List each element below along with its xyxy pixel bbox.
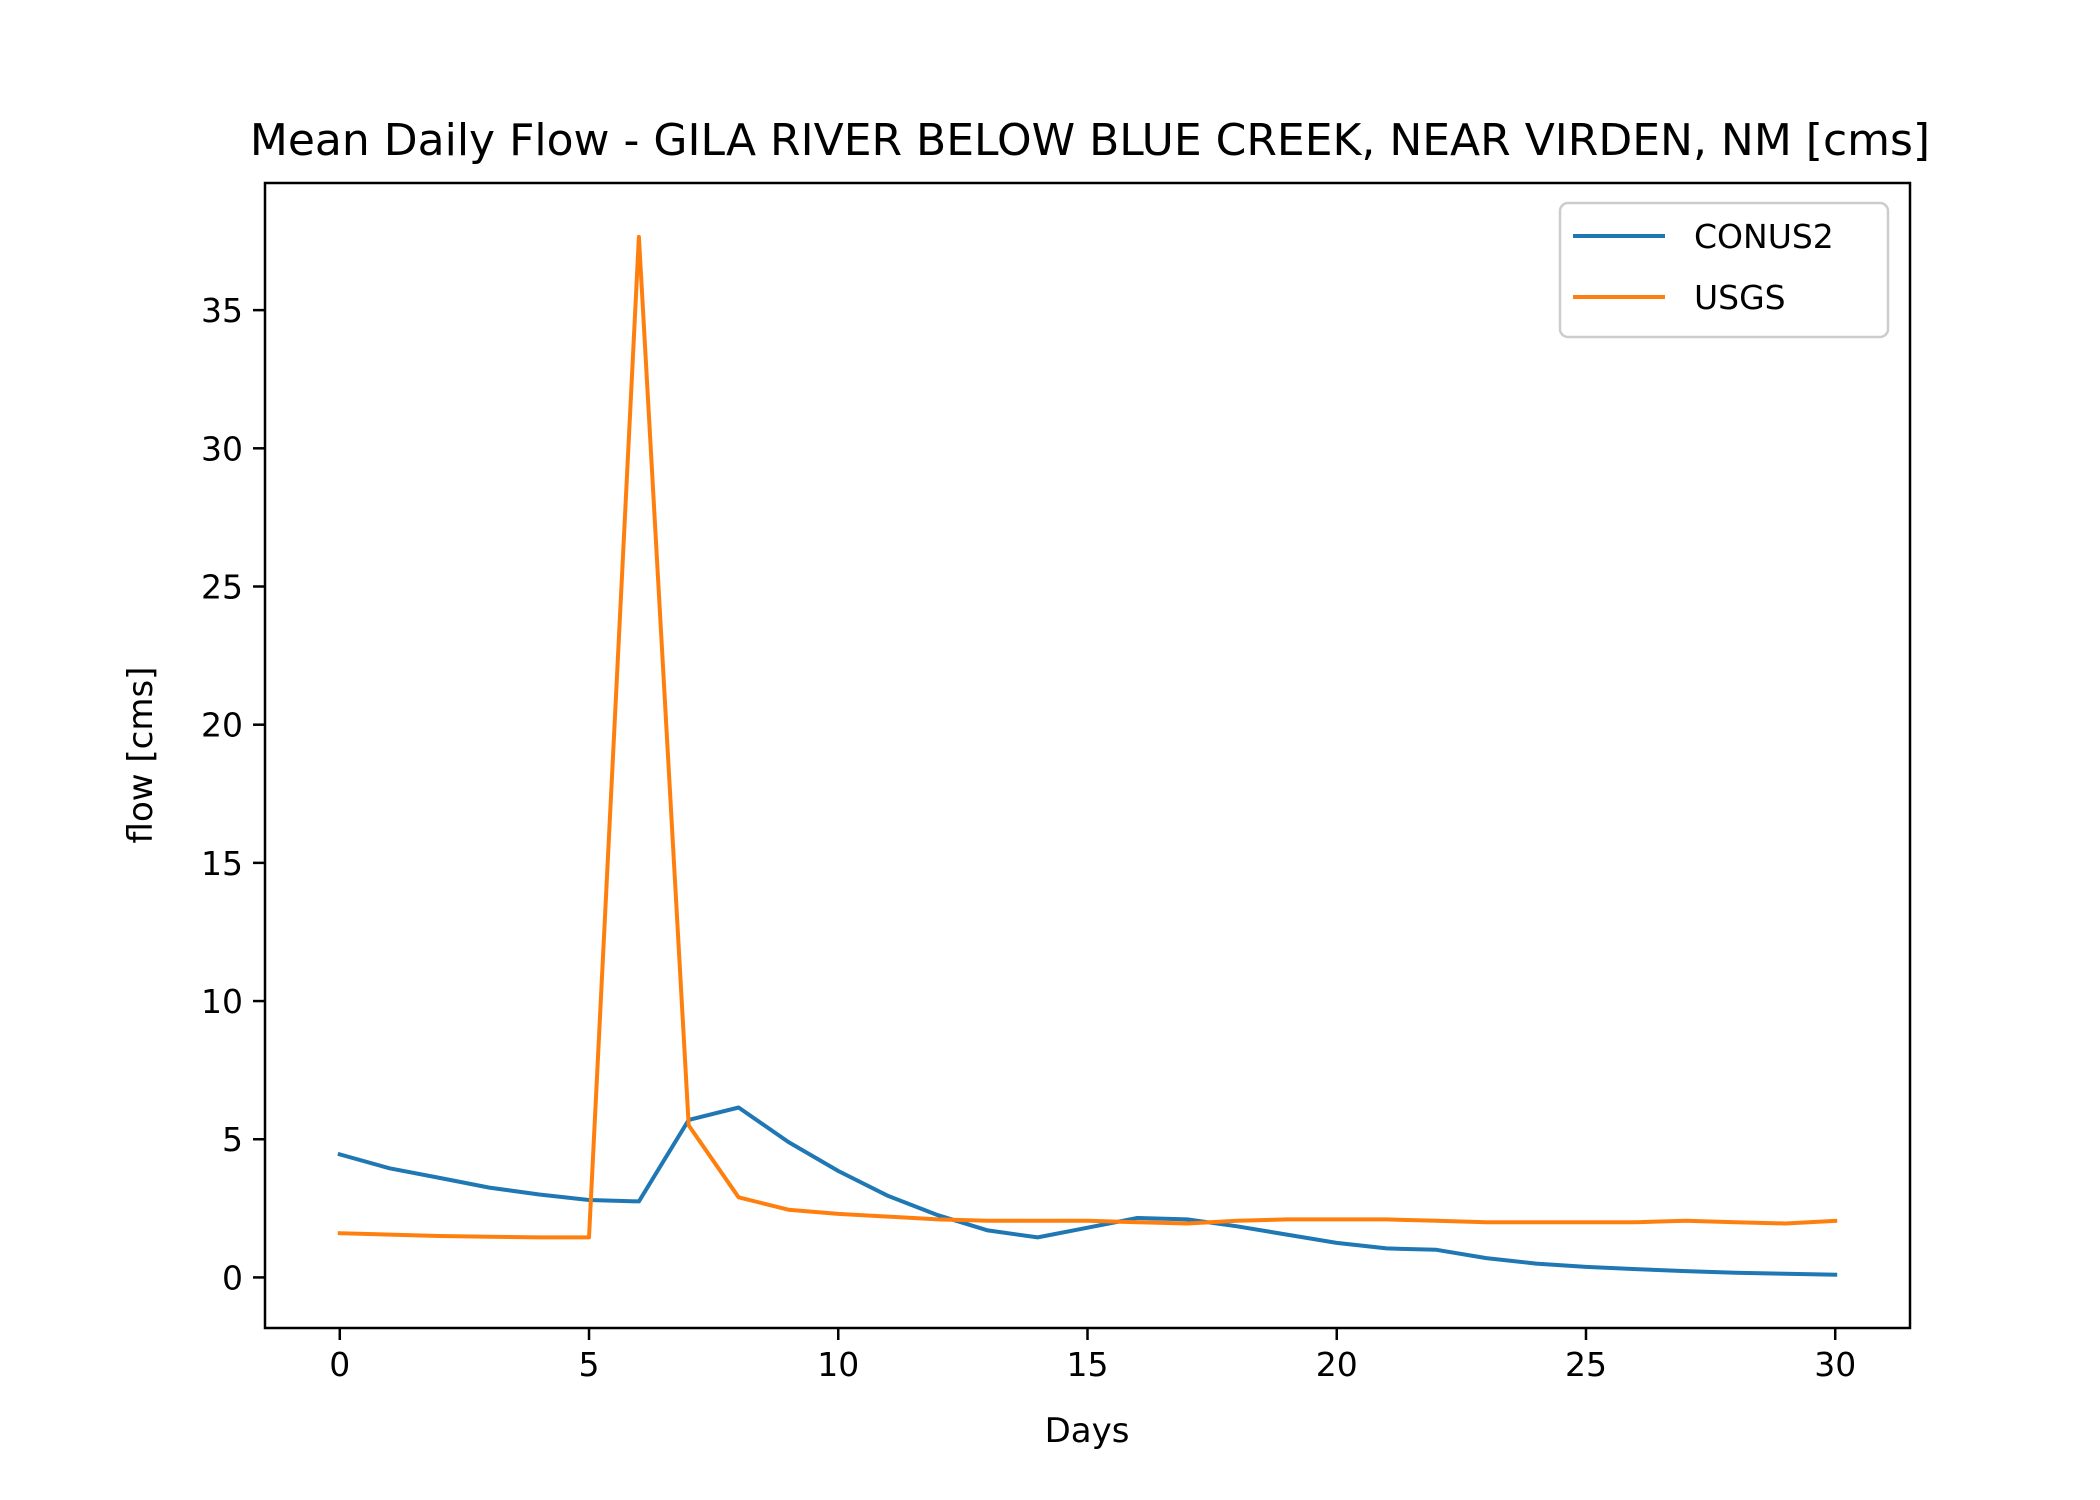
y-tick-label: 35 xyxy=(201,291,243,330)
y-tick-label: 20 xyxy=(201,706,243,745)
legend-label-usgs: USGS xyxy=(1694,278,1786,317)
y-axis: 0 5 10 15 20 25 30 35 xyxy=(201,291,265,1297)
legend-label-conus2: CONUS2 xyxy=(1694,217,1834,256)
x-tick-label: 25 xyxy=(1565,1345,1607,1384)
x-tick-label: 10 xyxy=(817,1345,859,1384)
x-tick-label: 15 xyxy=(1067,1345,1109,1384)
x-axis: 0 5 10 15 20 25 30 xyxy=(329,1328,1856,1384)
y-tick-label: 0 xyxy=(222,1258,243,1297)
x-tick-label: 20 xyxy=(1316,1345,1358,1384)
x-tick-label: 5 xyxy=(579,1345,600,1384)
axes-frame xyxy=(263,181,1912,1330)
x-tick-label: 0 xyxy=(329,1345,350,1384)
legend: CONUS2 USGS xyxy=(1558,201,1890,339)
series-line-conus2 xyxy=(337,1105,1838,1277)
y-tick-label: 30 xyxy=(201,429,243,468)
x-axis-label: Days xyxy=(1045,1411,1130,1451)
series-line-usgs xyxy=(337,234,1838,1240)
x-tick-label: 30 xyxy=(1814,1345,1856,1384)
plot-area xyxy=(337,234,1838,1277)
y-axis-label: flow [cms] xyxy=(121,667,161,844)
y-tick-label: 5 xyxy=(222,1120,243,1159)
y-tick-label: 10 xyxy=(201,982,243,1021)
y-tick-label: 15 xyxy=(201,844,243,883)
y-tick-label: 25 xyxy=(201,567,243,606)
chart-title: Mean Daily Flow - GILA RIVER BELOW BLUE … xyxy=(250,115,1930,166)
